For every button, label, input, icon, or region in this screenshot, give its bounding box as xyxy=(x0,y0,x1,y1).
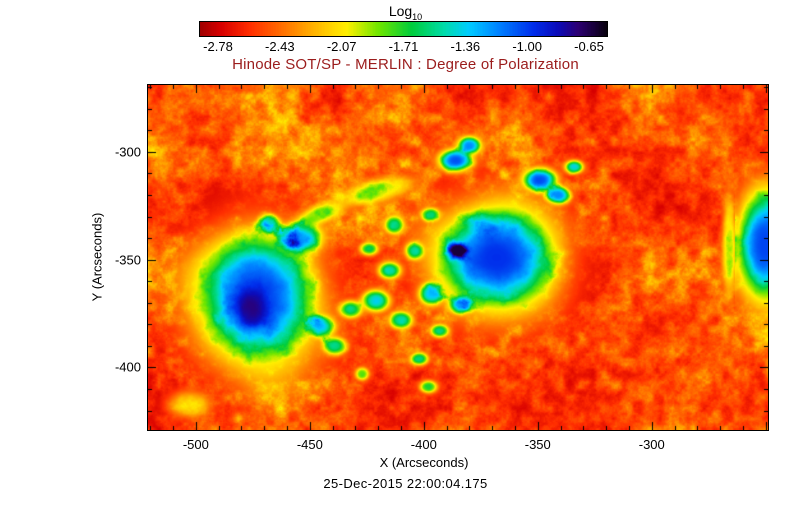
x-tick-label: -450 xyxy=(296,437,323,452)
colorbar-tick-label: -1.71 xyxy=(388,39,419,54)
y-axis-label: Y (Arcseconds) xyxy=(89,212,105,302)
colorbar-tick-label: -1.00 xyxy=(512,39,542,54)
colorbar xyxy=(199,21,608,37)
y-tick-label: -300 xyxy=(114,144,141,160)
y-tick-label: -350 xyxy=(114,252,141,268)
colorbar-title: Log10 xyxy=(0,3,811,22)
x-tick-label: -400 xyxy=(410,437,437,452)
colorbar-title-text: Log xyxy=(388,3,413,19)
colorbar-tick-label: -0.65 xyxy=(574,39,604,54)
heatmap-canvas xyxy=(147,84,769,431)
colorbar-title-sub: 10 xyxy=(412,11,423,22)
plot-title: Hinode SOT/SP - MERLIN : Degree of Polar… xyxy=(232,56,579,73)
timestamp: 25-Dec-2015 22:00:04.175 xyxy=(323,476,488,491)
x-tick-label: -500 xyxy=(182,437,209,452)
colorbar-tick-label: -2.07 xyxy=(326,39,357,54)
colorbar-tick-label: -1.36 xyxy=(450,39,481,54)
colorbar-tick-label: -2.43 xyxy=(265,39,295,54)
x-axis-label: X (Arcseconds) xyxy=(379,455,469,470)
x-tick-label: -350 xyxy=(524,437,551,452)
y-tick-label: -400 xyxy=(114,359,141,375)
colorbar-tick-label: -2.78 xyxy=(203,39,233,54)
x-tick-label: -300 xyxy=(638,437,665,452)
